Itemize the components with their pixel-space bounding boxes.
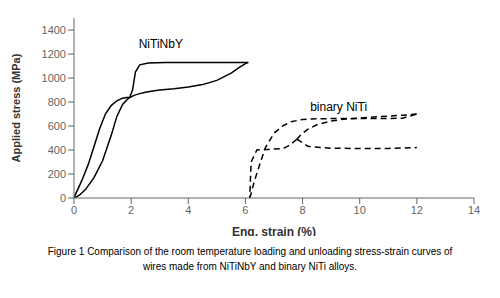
svg-text:1400: 1400: [42, 24, 66, 36]
svg-text:Applied stress (MPa): Applied stress (MPa): [10, 53, 22, 162]
svg-text:6: 6: [242, 204, 248, 216]
svg-text:4: 4: [185, 204, 191, 216]
svg-text:binary NiTi: binary NiTi: [310, 100, 367, 114]
svg-text:200: 200: [48, 168, 66, 180]
svg-text:600: 600: [48, 120, 66, 132]
html-text:wires made from NiTiNbY and bi: wires made from NiTiNbY and binary NiTi …: [142, 261, 358, 272]
svg-text:10: 10: [354, 204, 366, 216]
svg-text:0: 0: [60, 192, 66, 204]
svg-text:1000: 1000: [42, 72, 66, 84]
svg-text:12: 12: [411, 204, 423, 216]
svg-text:800: 800: [48, 96, 66, 108]
svg-text:Eng. strain (%): Eng. strain (%): [232, 225, 316, 236]
svg-text:NiTiNbY: NiTiNbY: [139, 37, 183, 51]
svg-text:14: 14: [468, 204, 480, 216]
svg-text:0: 0: [71, 204, 77, 216]
svg-text:1200: 1200: [42, 48, 66, 60]
svg-text:8: 8: [300, 204, 306, 216]
svg-text:400: 400: [48, 144, 66, 156]
html-text:Figure 1 Comparison of the roo: Figure 1 Comparison of the room temperat…: [47, 246, 453, 257]
svg-text:2: 2: [128, 204, 134, 216]
